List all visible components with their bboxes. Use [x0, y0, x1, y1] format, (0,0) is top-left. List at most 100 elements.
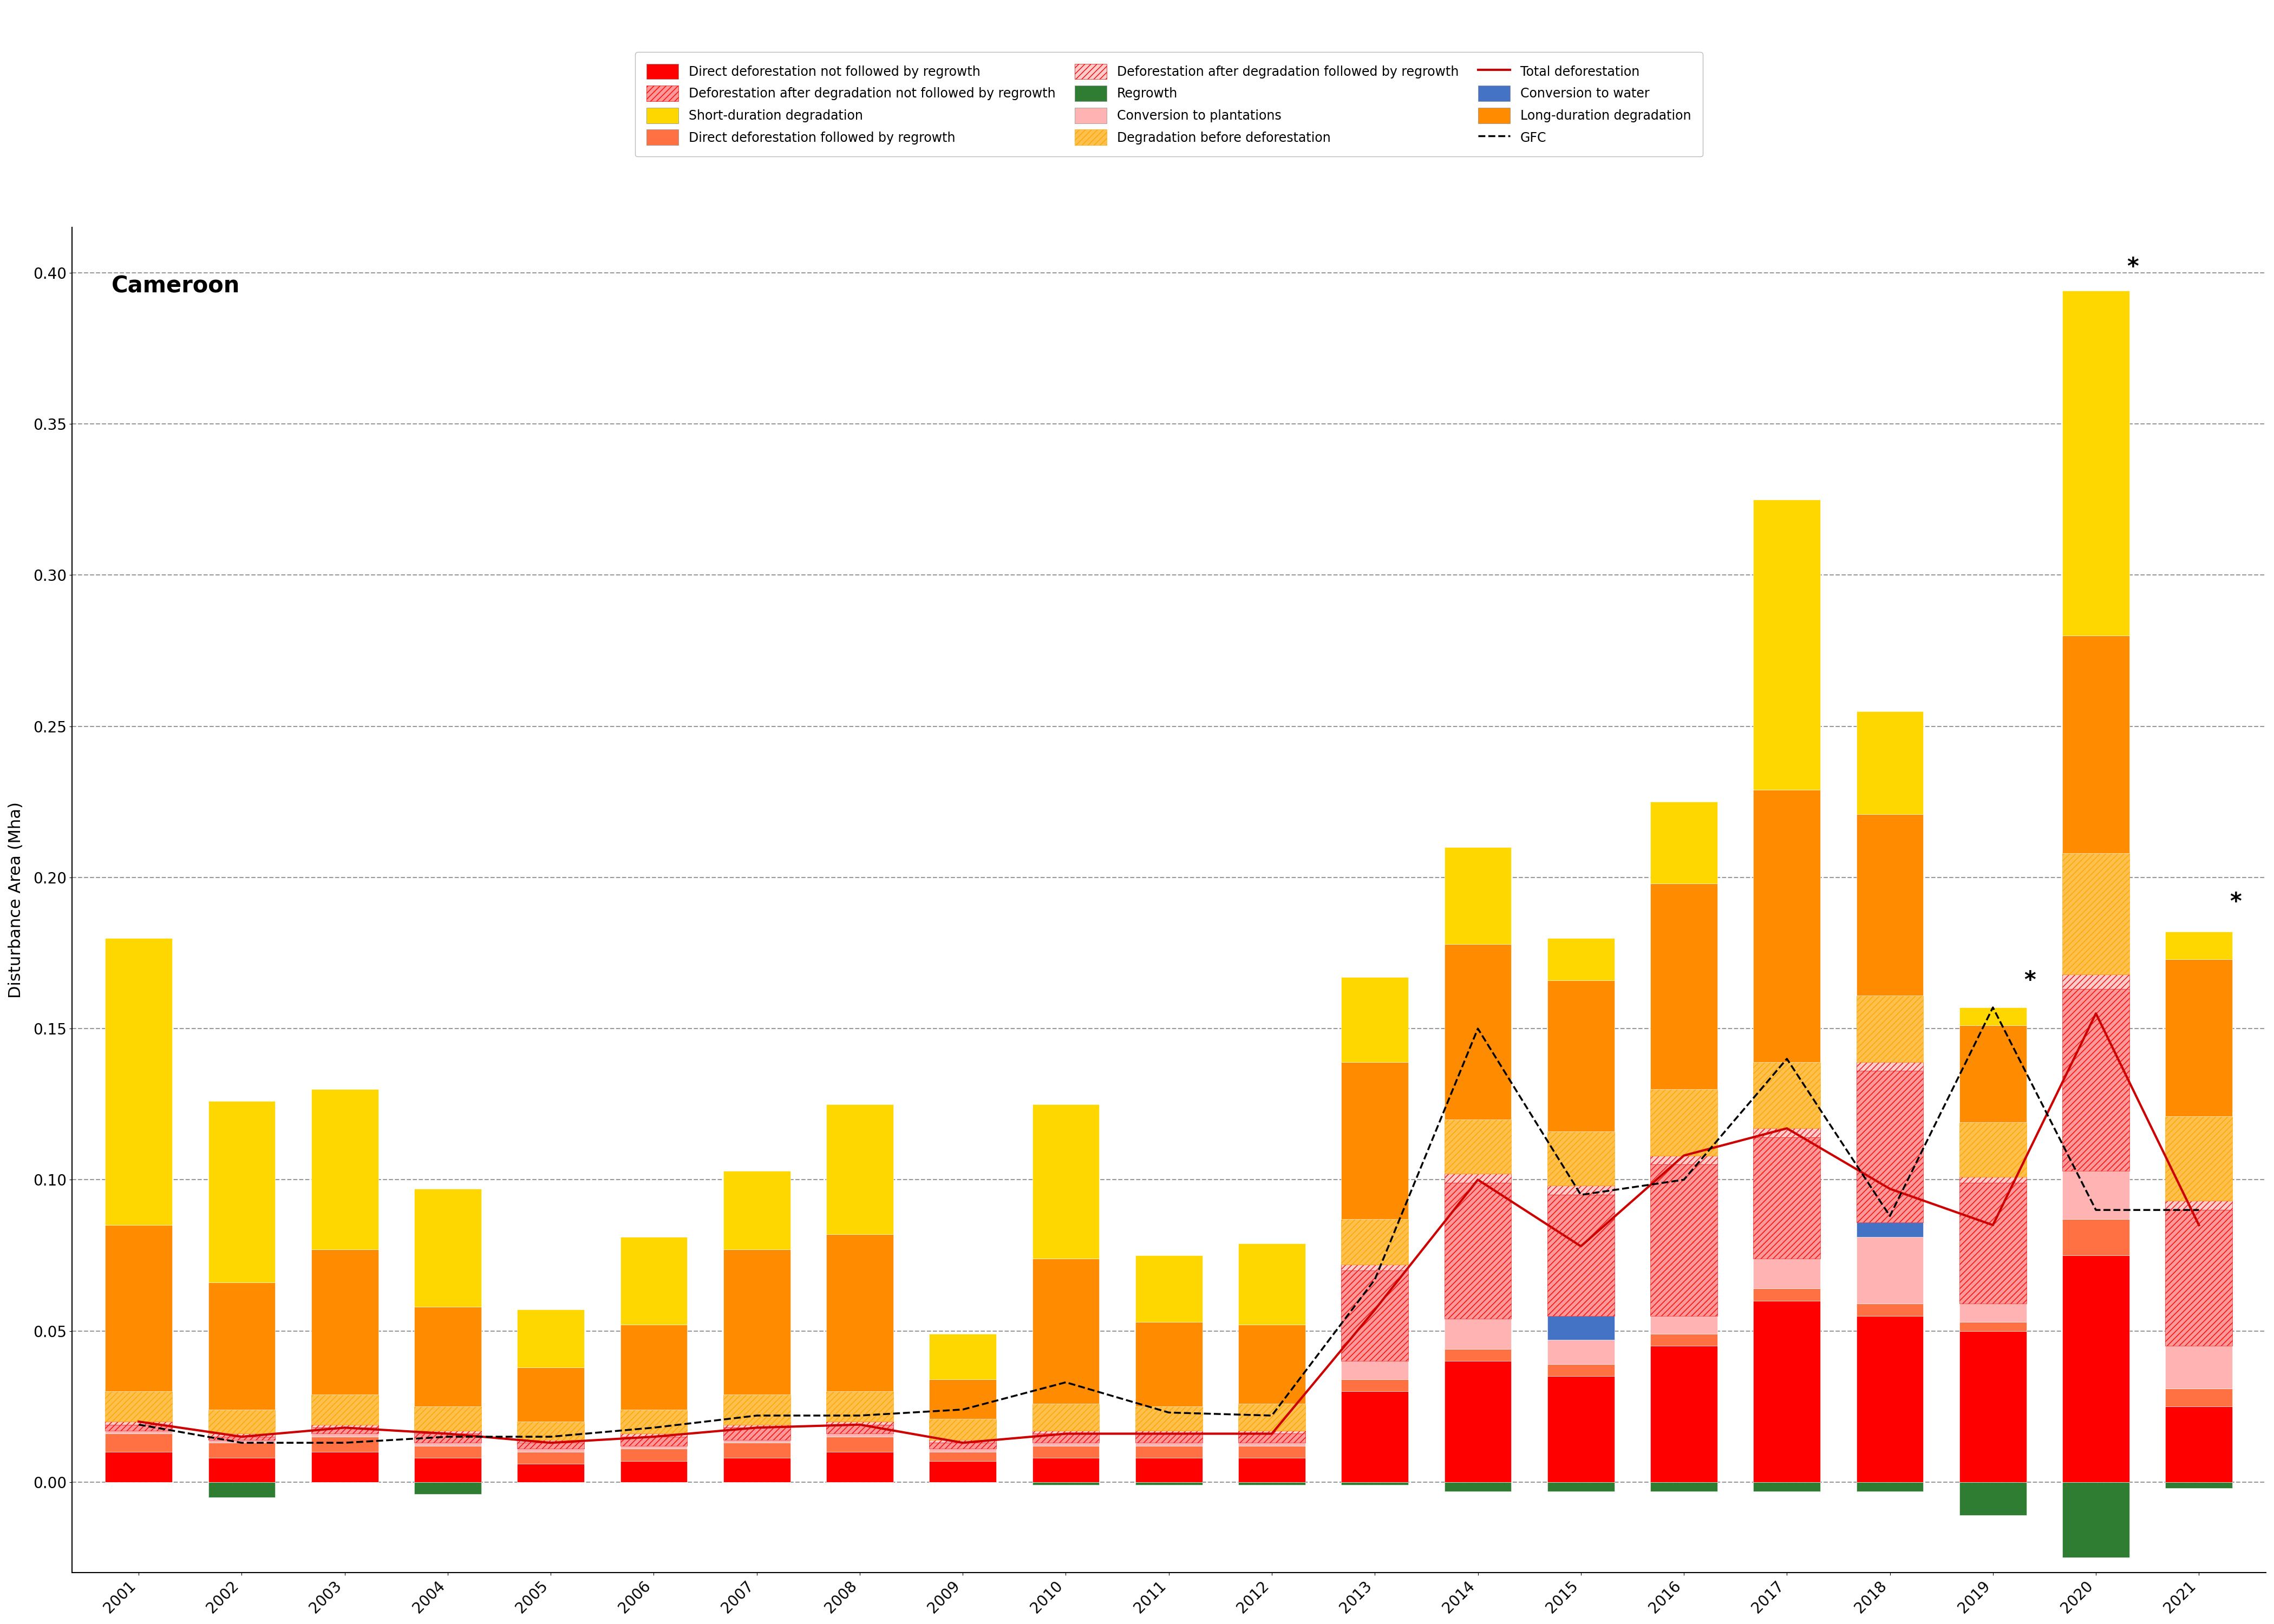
- Text: *: *: [2231, 892, 2242, 914]
- Bar: [1342, 1220, 1408, 1265]
- Bar: [2063, 1483, 2128, 1557]
- Bar: [414, 1458, 482, 1483]
- Bar: [516, 1442, 584, 1449]
- Bar: [2165, 932, 2233, 960]
- Bar: [209, 1442, 275, 1458]
- Bar: [1032, 1442, 1098, 1445]
- Bar: [105, 1424, 173, 1431]
- Bar: [930, 1440, 996, 1442]
- Text: *: *: [2024, 970, 2035, 992]
- Bar: [2063, 853, 2128, 974]
- Bar: [1651, 1090, 1717, 1156]
- Bar: [825, 1434, 894, 1437]
- Bar: [2165, 1200, 2233, 1210]
- Bar: [1444, 848, 1512, 944]
- Bar: [312, 1434, 377, 1437]
- Bar: [414, 1189, 482, 1307]
- Bar: [1239, 1458, 1305, 1483]
- Bar: [414, 1307, 482, 1406]
- Bar: [1856, 1223, 1924, 1237]
- Bar: [1342, 978, 1408, 1062]
- Bar: [1032, 1104, 1098, 1259]
- Bar: [1032, 1259, 1098, 1403]
- Bar: [930, 1333, 996, 1379]
- Bar: [825, 1437, 894, 1452]
- Bar: [1753, 1288, 1821, 1301]
- Bar: [1135, 1442, 1203, 1445]
- Bar: [516, 1367, 584, 1421]
- Bar: [105, 1224, 173, 1392]
- Bar: [1239, 1445, 1305, 1458]
- Bar: [516, 1452, 584, 1463]
- Text: *: *: [2126, 257, 2138, 279]
- Bar: [2165, 960, 2233, 1116]
- Bar: [621, 1237, 687, 1325]
- Bar: [312, 1395, 377, 1424]
- Bar: [1960, 1322, 2026, 1332]
- Bar: [1342, 1483, 1408, 1484]
- Bar: [723, 1171, 791, 1249]
- Bar: [930, 1419, 996, 1440]
- Bar: [312, 1424, 377, 1427]
- Bar: [1135, 1445, 1203, 1458]
- Bar: [1856, 1237, 1924, 1304]
- Bar: [621, 1325, 687, 1410]
- Bar: [1135, 1431, 1203, 1434]
- Bar: [2063, 635, 2128, 853]
- Bar: [930, 1452, 996, 1462]
- Bar: [1960, 1304, 2026, 1322]
- Bar: [1444, 1319, 1512, 1350]
- Bar: [621, 1410, 687, 1434]
- Bar: [1342, 1392, 1408, 1483]
- Bar: [1342, 1265, 1408, 1270]
- Bar: [1651, 1164, 1717, 1315]
- Bar: [723, 1442, 791, 1458]
- Bar: [1546, 981, 1615, 1132]
- Bar: [209, 1410, 275, 1434]
- Bar: [516, 1309, 584, 1367]
- Bar: [312, 1452, 377, 1483]
- Bar: [1032, 1403, 1098, 1431]
- Bar: [930, 1462, 996, 1483]
- Bar: [2165, 1116, 2233, 1200]
- Bar: [1856, 996, 1924, 1062]
- Bar: [516, 1440, 584, 1442]
- Bar: [2063, 291, 2128, 635]
- Bar: [1342, 1062, 1408, 1220]
- Bar: [2063, 1255, 2128, 1483]
- Bar: [1960, 1332, 2026, 1483]
- Bar: [209, 1440, 275, 1442]
- Bar: [1960, 1483, 2026, 1515]
- Bar: [209, 1283, 275, 1410]
- Bar: [414, 1483, 482, 1494]
- Bar: [1444, 944, 1512, 1119]
- Bar: [1960, 1182, 2026, 1304]
- Bar: [1135, 1406, 1203, 1431]
- Bar: [1444, 1350, 1512, 1361]
- Bar: [930, 1442, 996, 1449]
- Bar: [414, 1406, 482, 1431]
- Bar: [1032, 1434, 1098, 1442]
- Bar: [516, 1421, 584, 1440]
- Bar: [1342, 1379, 1408, 1392]
- Bar: [2165, 1483, 2233, 1488]
- Text: Cameroon: Cameroon: [111, 274, 239, 297]
- Bar: [1960, 1177, 2026, 1182]
- Bar: [621, 1462, 687, 1483]
- Bar: [209, 1434, 275, 1437]
- Bar: [209, 1437, 275, 1440]
- Bar: [516, 1463, 584, 1483]
- Bar: [105, 1434, 173, 1452]
- Bar: [723, 1424, 791, 1427]
- Bar: [1651, 1346, 1717, 1483]
- Bar: [1651, 883, 1717, 1090]
- Bar: [1651, 1315, 1717, 1333]
- Bar: [1135, 1255, 1203, 1322]
- Bar: [1546, 1315, 1615, 1340]
- Bar: [2063, 1171, 2128, 1220]
- Bar: [1651, 1483, 1717, 1491]
- Bar: [1546, 1195, 1615, 1315]
- Bar: [1546, 1340, 1615, 1364]
- Bar: [1960, 1025, 2026, 1122]
- Bar: [1444, 1119, 1512, 1174]
